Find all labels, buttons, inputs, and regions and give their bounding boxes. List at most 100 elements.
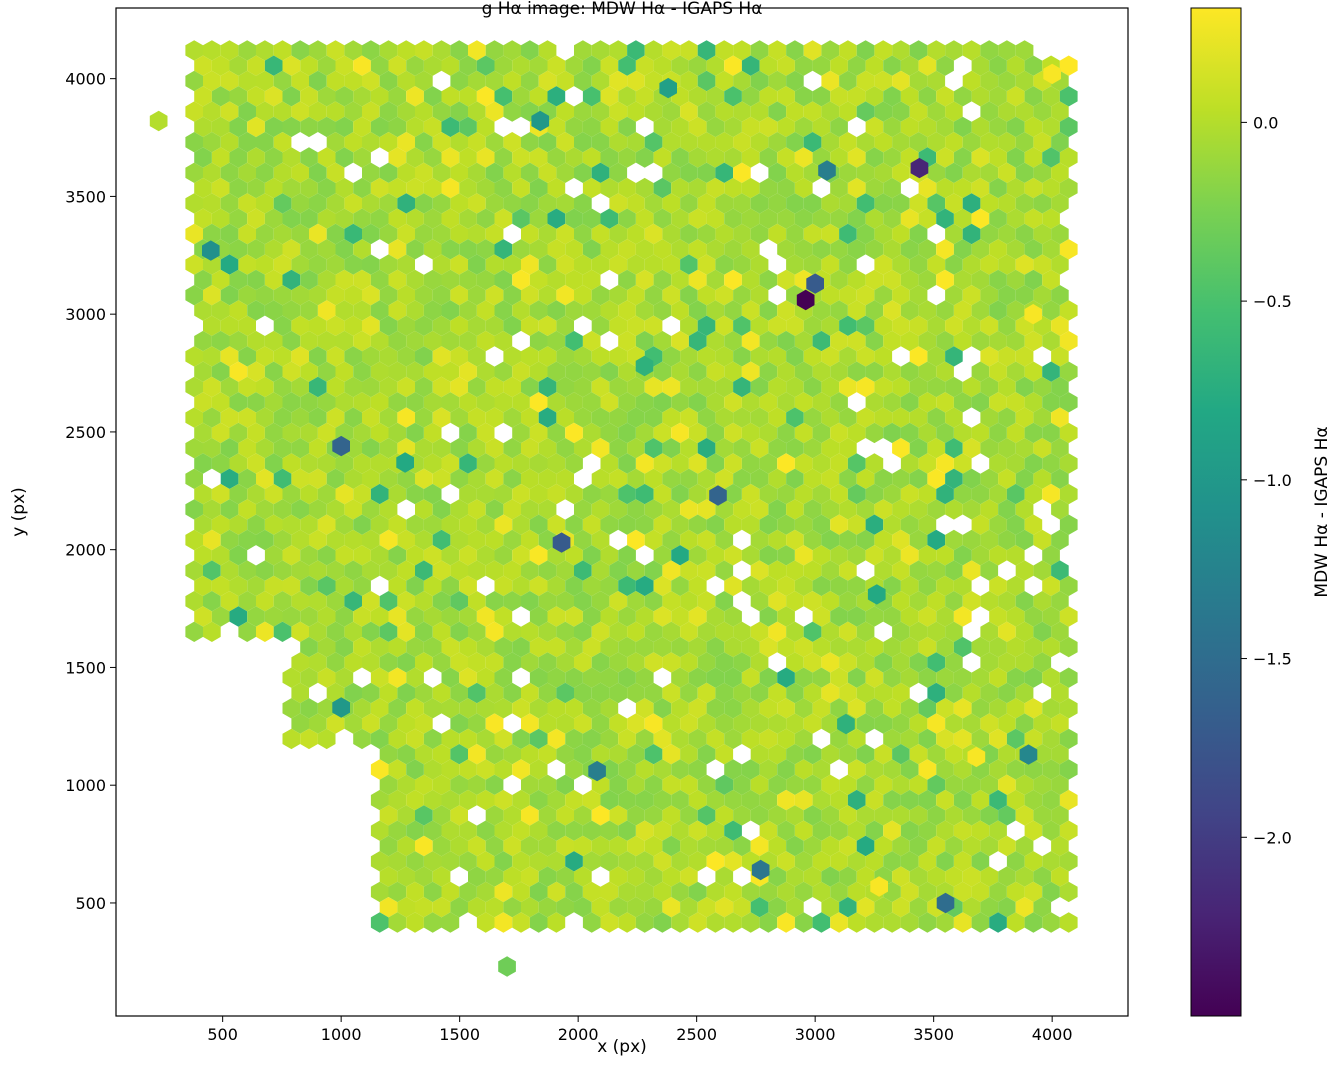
chart-title: g Hα image: MDW Hα - IGAPS Hα	[482, 0, 763, 19]
hex-bin	[441, 575, 460, 597]
hex-bin	[1059, 851, 1078, 872]
hex-bin	[909, 866, 928, 887]
hex-bin	[962, 529, 981, 551]
hex-bin	[423, 392, 442, 413]
hex-bin	[264, 361, 283, 382]
hex-bin	[529, 789, 548, 811]
hex-bin	[680, 285, 698, 306]
hex-bin	[1059, 636, 1078, 658]
hex-bin	[415, 285, 433, 306]
hex-bin	[1059, 392, 1078, 413]
hex-bin	[618, 392, 636, 413]
hex-bin	[335, 361, 354, 382]
hex-bin	[697, 315, 716, 336]
hex-bin	[918, 453, 937, 474]
hex-bin	[803, 529, 822, 551]
hex-bin	[565, 545, 583, 566]
hex-bin	[812, 239, 831, 260]
hex-bin	[697, 591, 716, 612]
hex-bin	[786, 70, 804, 92]
hex-bin	[998, 346, 1016, 367]
hex-bin	[909, 744, 928, 765]
colorbar-tick-label: 0.0	[1253, 113, 1278, 132]
hex-bin	[1024, 392, 1043, 413]
hex-bin	[317, 239, 336, 260]
hex-bin	[547, 912, 566, 933]
hex-bin	[565, 606, 583, 627]
hex-bin	[1042, 575, 1060, 597]
hex-bin	[900, 667, 919, 688]
hex-bin	[476, 851, 495, 872]
hex-bin	[635, 422, 654, 444]
hex-bin	[512, 55, 530, 76]
hex-bin	[476, 361, 495, 382]
hex-bin	[203, 376, 221, 398]
hex-bin	[945, 101, 963, 122]
hex-bin	[998, 682, 1016, 704]
hex-bin	[600, 422, 619, 444]
hex-bin	[362, 713, 380, 734]
hex-bin	[644, 774, 663, 795]
hex-bin	[635, 300, 654, 321]
hex-bin	[247, 453, 265, 474]
hex-bin	[688, 514, 707, 535]
hex-bin	[512, 208, 530, 229]
hex-bin	[900, 116, 919, 138]
hex-bin	[635, 667, 654, 688]
hex-bin	[909, 223, 928, 245]
hex-bin	[909, 805, 928, 826]
hex-bin	[989, 177, 1007, 199]
hex-bin	[282, 361, 301, 382]
hex-bin	[256, 162, 274, 183]
hex-bin	[326, 101, 345, 122]
hex-bin	[1015, 132, 1034, 153]
hex-bin	[830, 55, 848, 76]
hex-bin	[847, 86, 866, 107]
hex-bin	[1006, 300, 1025, 321]
hex-bin	[220, 560, 239, 581]
hex-bin	[794, 912, 813, 933]
hex-bin	[300, 575, 318, 597]
hex-bin	[282, 483, 301, 505]
hex-bin	[591, 621, 610, 642]
hex-bin	[768, 774, 787, 795]
hex-bin	[980, 101, 999, 122]
hex-bin	[936, 728, 954, 750]
hex-bin	[353, 208, 371, 229]
hex-bin	[971, 116, 990, 138]
hex-bin	[406, 789, 424, 811]
hex-bin	[1015, 223, 1034, 245]
hex-bin	[812, 330, 831, 352]
hex-bin	[635, 820, 654, 841]
hex-bin	[1006, 116, 1025, 138]
hex-bin	[388, 698, 407, 719]
hex-bin	[671, 759, 689, 780]
hex-bin	[900, 881, 919, 903]
hex-bin	[847, 667, 866, 688]
hex-bin	[379, 101, 398, 122]
hex-bin	[211, 55, 230, 76]
hex-bin	[688, 422, 707, 444]
hex-bin	[953, 422, 972, 444]
hex-bin	[759, 208, 778, 229]
hex-bin	[335, 147, 354, 168]
hex-bin	[768, 162, 787, 183]
hex-bin	[459, 300, 477, 321]
hex-bin	[406, 392, 424, 413]
hex-bin-notable	[531, 110, 550, 132]
hex-bin	[538, 774, 557, 795]
hex-bin	[812, 759, 831, 780]
hex-bin	[618, 116, 636, 138]
hex-bin	[856, 376, 875, 398]
hex-bin	[803, 407, 822, 428]
hex-bin	[406, 912, 424, 933]
hex-bin	[777, 208, 795, 229]
hex-bin	[794, 759, 813, 780]
hex-bin	[379, 132, 398, 153]
hex-bin	[688, 698, 707, 719]
hex-bin	[1033, 193, 1052, 214]
hex-bin	[494, 361, 513, 382]
hex-bin	[927, 805, 946, 826]
hex-bin	[856, 193, 875, 214]
hex-bin	[847, 55, 866, 76]
